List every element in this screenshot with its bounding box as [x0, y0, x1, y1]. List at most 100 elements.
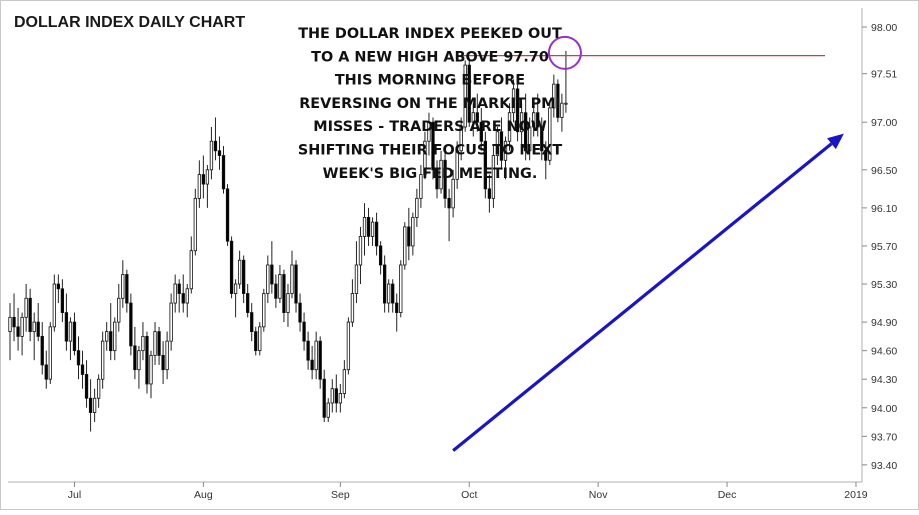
candle-bull — [52, 283, 56, 328]
candle-bear — [294, 264, 298, 304]
candle-bear — [499, 131, 504, 161]
candle-bull — [113, 321, 117, 352]
candle-bear — [391, 283, 395, 304]
x-tick-label: Nov — [589, 489, 608, 501]
candle-bear — [302, 321, 306, 342]
candle-bear — [44, 364, 48, 380]
candle-bull — [423, 140, 427, 175]
candle-bull — [48, 326, 52, 380]
x-tick-label: Sep — [331, 489, 350, 501]
candle-bear — [28, 297, 32, 333]
candle-bear — [254, 331, 258, 352]
candle-bull — [286, 293, 290, 313]
candle-bull — [346, 321, 351, 371]
y-tick-label: 94.60 — [871, 346, 897, 358]
candle-bear — [536, 112, 540, 128]
candle-bull — [197, 174, 201, 199]
candle-bear — [467, 64, 471, 123]
y-tick-label: 93.40 — [871, 460, 897, 472]
chart-title: DOLLAR INDEX DAILY CHART — [14, 14, 245, 31]
candle-bear — [145, 335, 149, 385]
candle-bear — [84, 374, 89, 399]
candle-bear — [56, 283, 61, 290]
candle-bull — [24, 297, 28, 318]
y-tick-label: 98.00 — [871, 22, 897, 34]
annotation-line: THE DOLLAR INDEX PEEKED OUT — [298, 26, 562, 42]
annotation-line: SHIFTING THEIR FOCUS TO NEXT — [298, 143, 562, 159]
candle-bull — [354, 264, 359, 294]
candle-bear — [242, 259, 246, 294]
y-tick-label: 95.70 — [871, 241, 897, 253]
candle-bear — [40, 335, 44, 366]
candle-bull — [266, 264, 270, 294]
candle-bull — [358, 236, 363, 266]
candle-bull — [153, 331, 157, 356]
candle-bear — [221, 155, 226, 190]
candle-bear — [483, 140, 488, 190]
candle-bear — [475, 112, 479, 123]
y-tick-label: 93.70 — [871, 431, 897, 443]
candle-bear — [213, 140, 218, 152]
candle-bear — [310, 359, 314, 371]
y-tick-label: 97.00 — [871, 117, 897, 129]
candle-bear — [270, 264, 274, 285]
candle-bear — [322, 378, 326, 418]
candle-bear — [229, 240, 234, 294]
y-axis: 98.00 97.51 97.00 96.50 96.10 95.70 95.30 94.90… — [861, 8, 897, 482]
candle-bull — [258, 326, 262, 352]
candle-bull — [463, 64, 467, 128]
candle-bull — [32, 321, 36, 333]
candle-bear — [76, 350, 81, 366]
candle-bull — [314, 340, 318, 371]
candle-bull — [411, 216, 415, 247]
x-axis: Jul Aug Sep Oct Nov Dec 2019 — [8, 481, 868, 501]
candle-bear — [109, 331, 113, 352]
candle-bear — [282, 274, 286, 313]
y-tick-label: 97.51 — [871, 69, 897, 81]
y-tick-label: 94.00 — [871, 403, 897, 415]
candle-bull — [137, 350, 141, 371]
x-tick-label: Jul — [68, 489, 81, 501]
annotation-line: REVERSING ON THE MARKIT PMI — [299, 96, 561, 112]
candle-bear — [374, 221, 379, 247]
x-tick-label: Dec — [718, 489, 737, 501]
annotation-line: TO A NEW HIGH ABOVE 97.70 — [311, 49, 549, 65]
candle-bear — [181, 293, 185, 304]
candle-bull — [169, 302, 173, 342]
candle-bear — [161, 355, 165, 371]
candle-bull — [507, 112, 512, 142]
candle-bear — [177, 283, 181, 294]
candle-bull — [173, 283, 177, 304]
candle-bull — [532, 112, 536, 128]
candle-bull — [96, 378, 101, 399]
candle-bull — [185, 288, 189, 304]
candle-bull — [399, 264, 403, 313]
candle-bear — [12, 316, 16, 328]
candle-bull — [209, 140, 214, 171]
annotation-line: WEEK'S BIG FED MEETING. — [323, 166, 538, 182]
candle-bull — [548, 107, 552, 161]
candle-bear — [125, 274, 129, 304]
candle-bull — [92, 397, 97, 413]
annotation-line: THIS MORNING BEFORE — [335, 73, 525, 89]
annotation-text: THE DOLLAR INDEX PEEKED OUT TO A NEW HIGH… — [298, 26, 562, 182]
candle-bear — [435, 169, 439, 190]
candle-bull — [564, 102, 568, 105]
candle-bull — [387, 283, 391, 304]
candle-bull — [233, 283, 238, 294]
candle-bull — [511, 88, 516, 114]
candle-bull — [121, 274, 125, 299]
candle-bear — [274, 283, 278, 299]
candle-bear — [36, 321, 40, 337]
candle-bull — [560, 102, 564, 118]
candle-bear — [479, 121, 483, 142]
candle-bull — [362, 216, 367, 237]
trend-arrow-shaft — [452, 142, 833, 452]
candle-bull — [439, 159, 443, 190]
y-tick-label: 96.50 — [871, 165, 897, 177]
candle-bull — [237, 259, 242, 285]
candle-bull — [193, 197, 197, 252]
x-tick-label: 2019 — [844, 489, 868, 501]
